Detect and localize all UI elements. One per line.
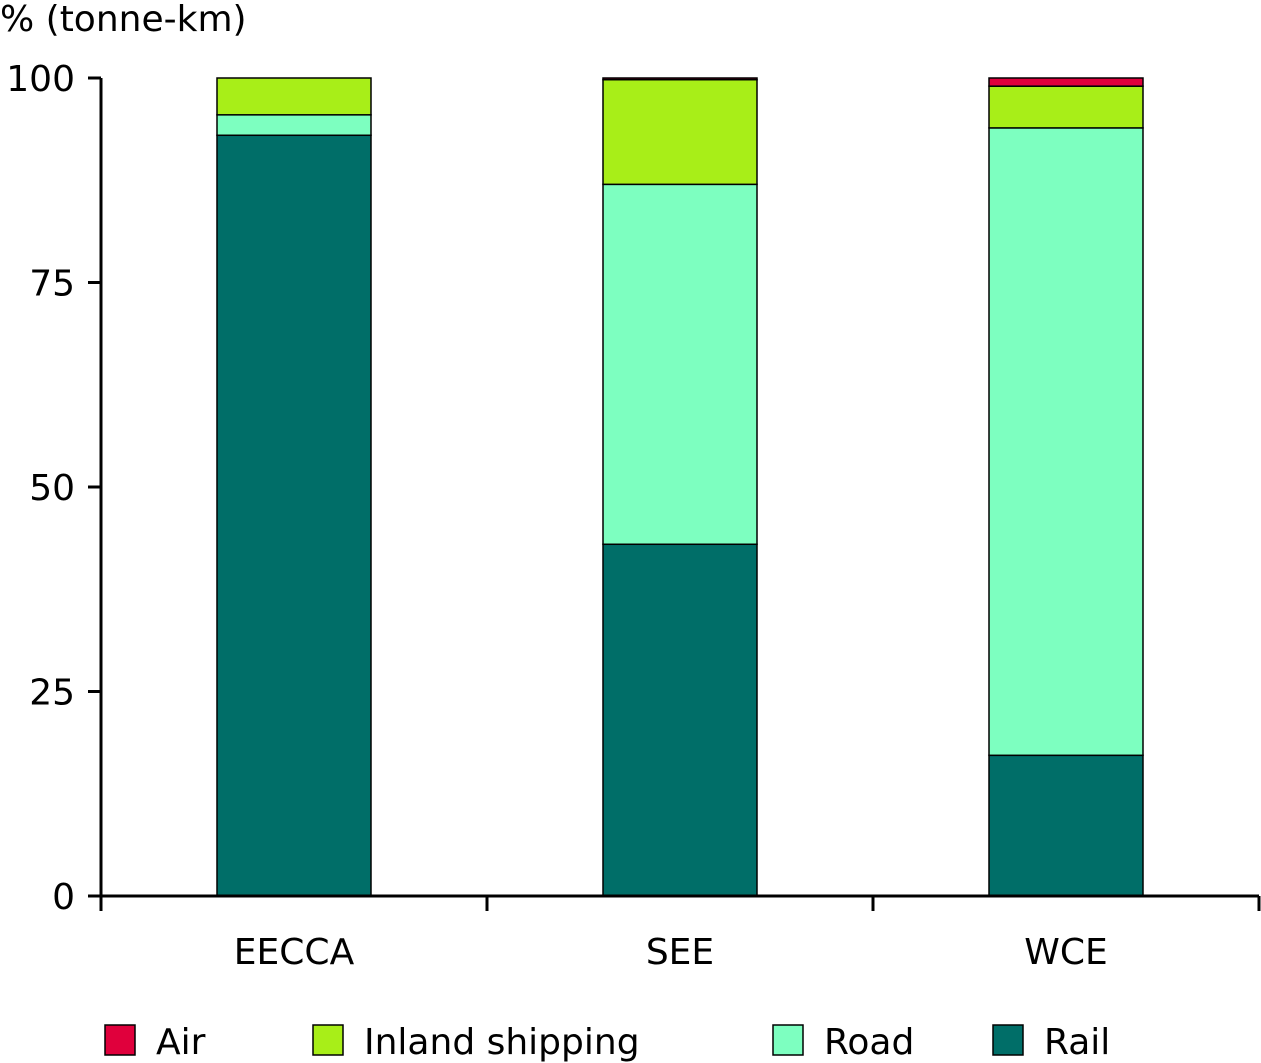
legend-swatch (772, 1024, 804, 1056)
legend-swatch (312, 1024, 344, 1056)
bar-segment-air-see (602, 77, 758, 81)
bar-segment-road-see (602, 183, 758, 546)
y-tick-label: 25 (29, 673, 75, 714)
x-tick-label: SEE (646, 932, 714, 973)
bar-segment-air-wce (988, 77, 1144, 87)
y-tick-label: 50 (29, 468, 75, 509)
bar-segment-rail-see (602, 543, 758, 897)
bar-segment-inland-shipping-eecca (216, 77, 372, 116)
legend-item-inland-shipping: Inland shipping (312, 1022, 640, 1063)
legend-label: Rail (1044, 1022, 1110, 1063)
bar-segment-road-eecca (216, 114, 372, 137)
legend-swatch (104, 1024, 136, 1056)
legend-label: Inland shipping (364, 1022, 640, 1063)
bar-segment-rail-wce (988, 754, 1144, 897)
bar-segment-road-wce (988, 127, 1144, 757)
tick-labels-layer: EECCA SEE WCE 0 25 50 75 100 (6, 59, 1107, 973)
legend-label: Road (824, 1022, 914, 1063)
legend-swatch (992, 1024, 1024, 1056)
bar-segment-inland-shipping-wce (988, 85, 1144, 129)
legend-item-road: Road (772, 1022, 914, 1063)
legend-item-rail: Rail (992, 1022, 1110, 1063)
x-tick-label: EECCA (234, 932, 355, 973)
bar-segment-rail-eecca (216, 134, 372, 897)
bars-layer (216, 77, 1144, 897)
y-axis-title: % (tonne-km) (0, 0, 247, 40)
legend-label: Air (156, 1022, 206, 1063)
legend-item-air: Air (104, 1022, 206, 1063)
axes-layer (88, 76, 1261, 911)
x-tick-label: WCE (1024, 932, 1107, 973)
bar-segment-inland-shipping-see (602, 78, 758, 186)
legend: Air Inland shipping Road Rail (104, 1022, 1110, 1063)
y-tick-label: 0 (52, 877, 75, 918)
y-tick-label: 75 (29, 264, 75, 305)
y-tick-label: 100 (6, 59, 75, 100)
